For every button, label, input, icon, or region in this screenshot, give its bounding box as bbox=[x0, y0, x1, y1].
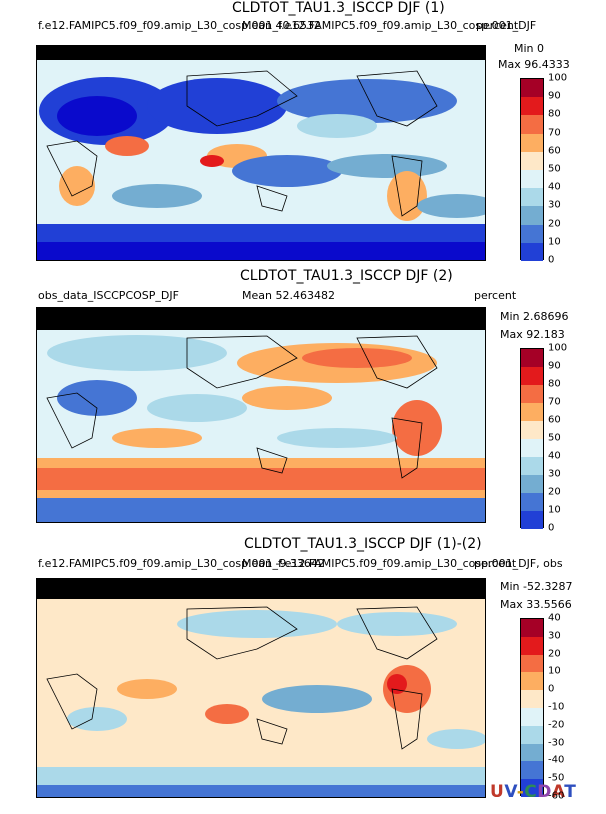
colorbar-tick-label: 20 bbox=[548, 218, 561, 230]
uvcdat-logo: UV-CDAT bbox=[490, 782, 576, 802]
logo-letter: V bbox=[504, 782, 517, 802]
colorbar-tick-label: 50 bbox=[548, 432, 561, 444]
panel2-colorbar bbox=[520, 348, 544, 529]
colorbar-tick-label: -30 bbox=[548, 737, 565, 749]
panel1-units: percent bbox=[476, 19, 519, 32]
colorbar-tick-label: 80 bbox=[548, 378, 561, 390]
colorbar-tick-label: 60 bbox=[548, 145, 561, 157]
colorbar-band bbox=[521, 349, 543, 367]
colorbar-tick-label: 30 bbox=[548, 199, 561, 211]
colorbar-band bbox=[521, 672, 543, 691]
colorbar-tick-label: 90 bbox=[548, 90, 561, 102]
colorbar-tick-label: 50 bbox=[548, 163, 561, 175]
panel3-left-label: f.e12.FAMIPC5.f09_f09.amip_L30_cosp.001_… bbox=[38, 557, 563, 570]
panel2-left-label: obs_data_ISCCPCOSP_DJF bbox=[38, 289, 179, 302]
colorbar-band bbox=[521, 151, 543, 170]
logo-letter: A bbox=[551, 782, 565, 802]
panel1-map bbox=[36, 45, 486, 261]
colorbar-tick-label: -20 bbox=[548, 719, 565, 731]
colorbar-tick-label: 80 bbox=[548, 108, 561, 120]
colorbar-band bbox=[521, 188, 543, 207]
panel2-min: Min 2.68696 bbox=[500, 310, 569, 323]
colorbar-tick-label: 100 bbox=[548, 72, 568, 84]
colorbar-band bbox=[521, 242, 543, 261]
colorbar-band bbox=[521, 403, 543, 421]
colorbar-tick-label: -60 bbox=[548, 790, 565, 802]
panel1-colorbar bbox=[520, 78, 544, 261]
logo-letter: D bbox=[537, 782, 552, 802]
colorbar-band bbox=[521, 725, 543, 744]
colorbar-band bbox=[521, 385, 543, 403]
colorbar-tick-label: 70 bbox=[548, 396, 561, 408]
panel3-map bbox=[36, 578, 486, 798]
colorbar-band bbox=[521, 133, 543, 152]
colorbar-tick-label: 40 bbox=[548, 181, 561, 193]
colorbar-band bbox=[521, 421, 543, 439]
panel3-min: Min -52.3287 bbox=[500, 580, 573, 593]
colorbar-band bbox=[521, 619, 543, 637]
panel2-mean-label: Mean 52.463482 bbox=[242, 289, 335, 302]
colorbar-tick-label: 30 bbox=[548, 630, 561, 642]
panel3-title: CLDTOT_TAU1.3_ISCCP DJF (1)-(2) bbox=[244, 536, 482, 552]
colorbar-band bbox=[521, 457, 543, 475]
colorbar-band bbox=[521, 79, 543, 98]
panel1-mean-label: Mean 40.6532 bbox=[242, 19, 321, 32]
panel3-max: Max 33.5566 bbox=[500, 598, 572, 611]
colorbar-tick-label: 0 bbox=[548, 522, 555, 534]
logo-letter: U bbox=[490, 782, 505, 802]
colorbar-tick-label: 10 bbox=[548, 665, 561, 677]
colorbar-tick-label: 10 bbox=[548, 504, 561, 516]
colorbar-band bbox=[521, 707, 543, 726]
colorbar-tick-label: 10 bbox=[548, 236, 561, 248]
logo-letter: - bbox=[516, 782, 525, 802]
colorbar-tick-label: -50 bbox=[548, 772, 565, 784]
logo-letter: C bbox=[524, 782, 538, 802]
panel2-max: Max 92.183 bbox=[500, 328, 565, 341]
colorbar-band bbox=[521, 761, 543, 780]
panel1-title: CLDTOT_TAU1.3_ISCCP DJF (1) bbox=[232, 0, 445, 16]
panel1-min: Min 0 bbox=[514, 42, 545, 55]
colorbar-tick-label: 40 bbox=[548, 612, 561, 624]
colorbar-tick-label: 60 bbox=[548, 414, 561, 426]
panel1-max: Max 96.4333 bbox=[498, 58, 570, 71]
colorbar-band bbox=[521, 636, 543, 655]
colorbar-band bbox=[521, 169, 543, 189]
colorbar-tick-label: 30 bbox=[548, 468, 561, 480]
colorbar-band bbox=[521, 97, 543, 116]
colorbar-tick-label: 0 bbox=[548, 683, 555, 695]
panel2-title: CLDTOT_TAU1.3_ISCCP DJF (2) bbox=[240, 268, 453, 284]
colorbar-tick-label: 0 bbox=[548, 254, 555, 266]
colorbar-band bbox=[521, 493, 543, 511]
colorbar-band bbox=[521, 206, 543, 225]
panel3-mean-label: Mean -9.33642 bbox=[242, 557, 325, 570]
colorbar-tick-label: 20 bbox=[548, 648, 561, 660]
colorbar-tick-label: 70 bbox=[548, 127, 561, 139]
colorbar-tick-label: 90 bbox=[548, 360, 561, 372]
colorbar-band bbox=[521, 439, 543, 457]
panel3-colorbar bbox=[520, 618, 544, 797]
colorbar-band bbox=[521, 367, 543, 385]
colorbar-band bbox=[521, 224, 543, 243]
colorbar-band bbox=[521, 475, 543, 493]
colorbar-band bbox=[521, 690, 543, 708]
colorbar-band bbox=[521, 654, 543, 673]
colorbar-band bbox=[521, 511, 543, 529]
colorbar-tick-label: 20 bbox=[548, 486, 561, 498]
colorbar-band bbox=[521, 743, 543, 762]
colorbar-tick-label: 40 bbox=[548, 450, 561, 462]
panel2-units: percent bbox=[474, 289, 517, 302]
colorbar-tick-label: -40 bbox=[548, 754, 565, 766]
colorbar-band bbox=[521, 115, 543, 134]
colorbar-tick-label: 100 bbox=[548, 342, 568, 354]
panel2-map bbox=[36, 307, 486, 523]
panel1-left-label: f.e12.FAMIPC5.f09_f09.amip_L30_cosp.001_… bbox=[38, 19, 537, 32]
colorbar-band bbox=[521, 779, 543, 797]
logo-letter: T bbox=[564, 782, 577, 802]
panel3-units: percent bbox=[474, 557, 517, 570]
colorbar-tick-label: -10 bbox=[548, 701, 565, 713]
